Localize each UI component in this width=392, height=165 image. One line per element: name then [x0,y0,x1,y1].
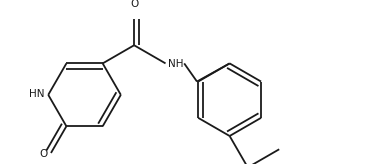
Text: O: O [130,0,138,10]
Text: O: O [40,149,48,159]
Text: HN: HN [29,89,44,99]
Text: NH: NH [168,59,183,69]
